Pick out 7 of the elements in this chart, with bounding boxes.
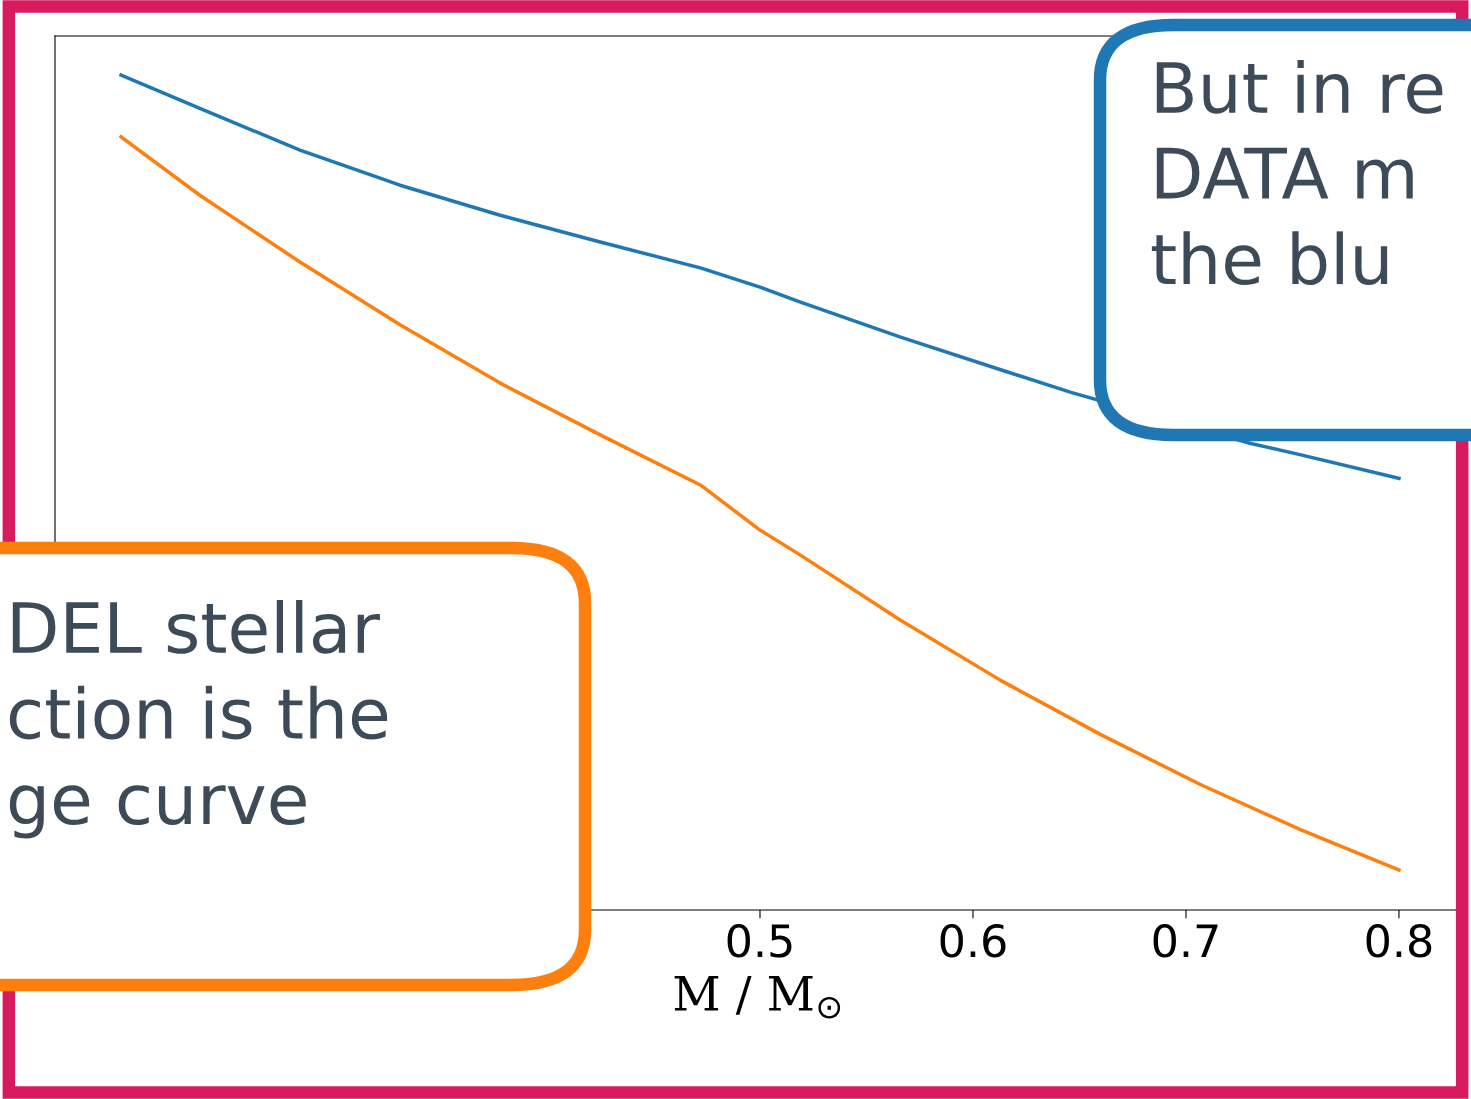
annotation: But in re DATA m the blu <box>1151 60 1443 286</box>
x-tick-label: 0.5 <box>727 923 792 958</box>
x-tick-label: 0.7 <box>1153 923 1218 958</box>
x-tick-label: 0.6 <box>940 923 1006 958</box>
x-axis-title: M / M$_{⊙}$ <box>674 975 841 1019</box>
x-tick-label: 0.8 <box>1366 923 1432 958</box>
annotation: DEL stellar ction is the ge curve <box>9 600 388 839</box>
